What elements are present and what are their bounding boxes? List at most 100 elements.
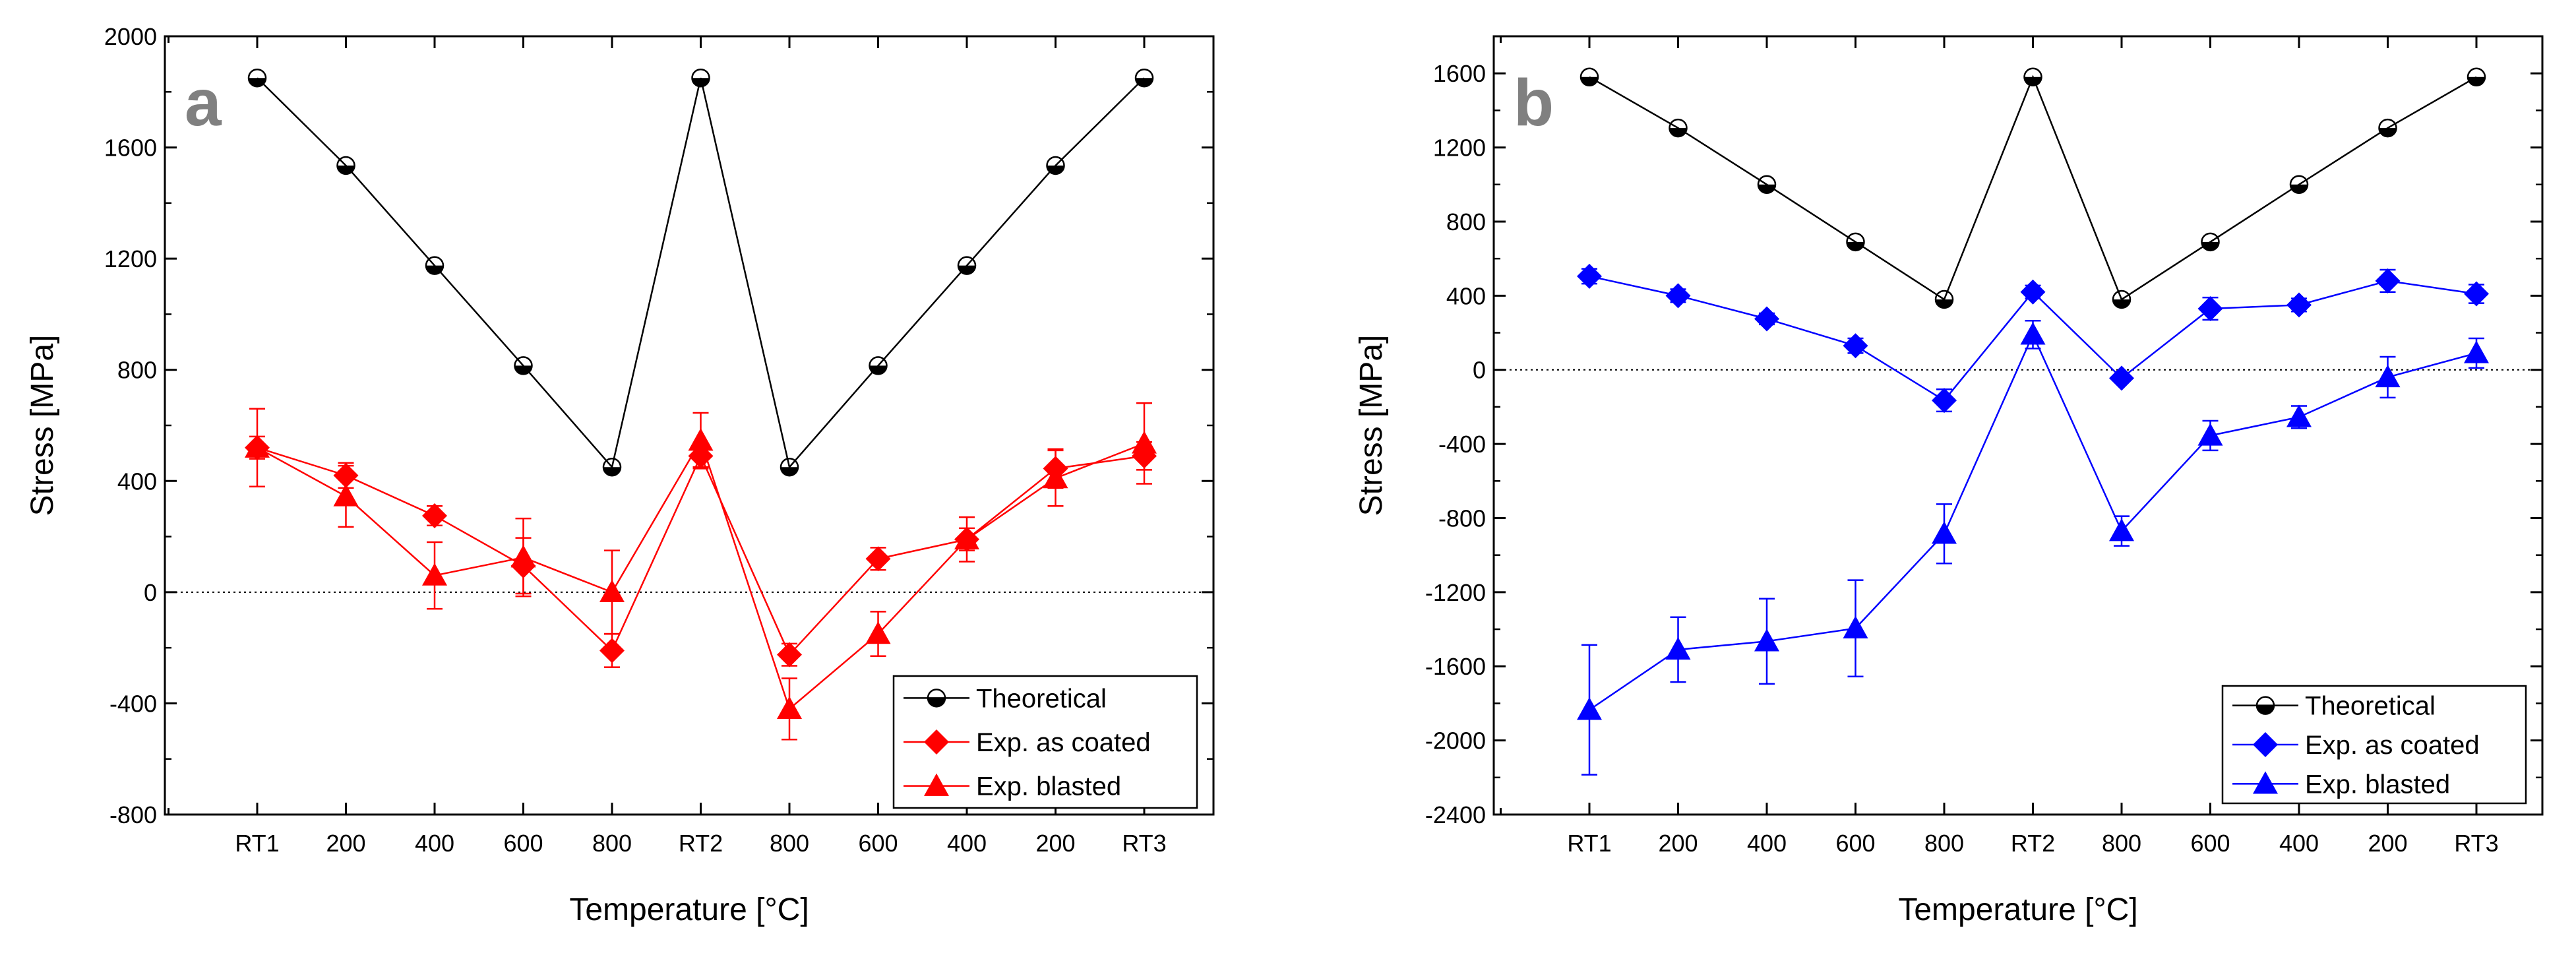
data-point-fill: [514, 365, 532, 375]
series-2: [1577, 263, 2489, 414]
data-point-fill: [2290, 184, 2308, 193]
data-point: [2020, 322, 2046, 345]
data-point-fill: [2024, 77, 2042, 86]
data-point: [691, 68, 710, 88]
x-tick-label: 400: [947, 830, 987, 857]
data-point: [1043, 466, 1068, 489]
x-tick-label: RT1: [235, 830, 279, 857]
data-point: [1665, 636, 1691, 660]
data-point: [869, 356, 888, 375]
data-point-fill: [603, 467, 621, 476]
data-point-fill: [1047, 165, 1064, 174]
data-point: [2109, 365, 2134, 391]
data-point: [1934, 290, 1954, 309]
data-point: [1132, 431, 1157, 454]
y-tick-label: 2000: [104, 23, 157, 50]
data-point-fill: [958, 265, 975, 274]
data-point: [422, 563, 447, 586]
data-point-fill: [2201, 241, 2219, 251]
data-point-fill: [1669, 128, 1687, 137]
data-point: [2464, 281, 2489, 307]
legend-marker: [2253, 771, 2278, 794]
y-tick-label: -1200: [1425, 579, 1486, 606]
x-tick-label: 200: [1035, 830, 1075, 857]
y-tick-label: -1600: [1425, 653, 1486, 680]
data-point: [865, 621, 891, 644]
legend-entry: Exp. as coated: [2305, 731, 2480, 760]
data-point-fill: [2379, 128, 2397, 137]
data-point: [599, 638, 625, 664]
y-axis-title: Stress [MPa]: [1354, 335, 1389, 516]
x-axis-title: Temperature [°C]: [1898, 892, 2137, 927]
data-point-fill: [1581, 77, 1598, 86]
y-tick-label: 400: [1446, 282, 1486, 309]
panel-label: b: [1514, 66, 1554, 140]
y-tick-label: 0: [1473, 357, 1486, 384]
data-point: [1932, 388, 1957, 414]
y-axis-title: Stress [MPa]: [25, 335, 60, 516]
data-point: [865, 546, 891, 572]
data-point-fill: [337, 165, 355, 174]
legend-entry: Exp. blasted: [2305, 770, 2450, 799]
data-point: [1577, 263, 1602, 289]
data-point: [2023, 67, 2042, 87]
data-point: [422, 503, 447, 528]
data-point: [2375, 364, 2401, 388]
x-tick-label: 400: [415, 830, 454, 857]
x-tick-label: 800: [770, 830, 809, 857]
chart-panel-a: -800 -400 0 400 800 1200 1600 2000 RT1 200 400 600 8…: [25, 23, 1215, 927]
data-point: [2197, 296, 2223, 321]
data-point: [2286, 292, 2312, 318]
x-tick-label: RT1: [1567, 830, 1611, 857]
x-tick-label: 800: [2102, 830, 2141, 857]
x-tick-label: 200: [1658, 830, 1698, 857]
data-point-fill: [1936, 299, 1953, 308]
data-point-fill: [1136, 78, 1153, 87]
data-point-fill: [249, 78, 266, 87]
legend-entry: Theoretical: [976, 684, 1107, 713]
x-tick-label: RT3: [1122, 830, 1166, 857]
data-point: [2197, 423, 2223, 446]
legend-marker-fill: [928, 698, 945, 707]
data-point: [514, 356, 533, 375]
legend-marker: [924, 729, 949, 755]
series-1: [1579, 67, 2486, 309]
data-point: [510, 545, 536, 568]
legend-marker: [927, 689, 946, 708]
series-3: [245, 402, 1157, 741]
y-tick-label: 800: [117, 357, 157, 384]
legend-entry: Exp. blasted: [976, 772, 1121, 801]
y-tick-label: 400: [117, 468, 157, 495]
x-tick-label: RT2: [2011, 830, 2055, 857]
y-tick-label: -800: [1438, 505, 1486, 532]
data-point: [247, 68, 267, 88]
data-point: [245, 435, 270, 458]
x-tick-label: 400: [1747, 830, 1787, 857]
data-point: [777, 696, 802, 720]
data-point: [1669, 118, 1688, 138]
legend-marker: [2253, 732, 2278, 757]
data-point: [957, 256, 977, 275]
data-point: [1846, 232, 1865, 252]
data-point: [602, 457, 622, 477]
legend: Theoretical Exp. as coated Exp. blasted: [892, 675, 1198, 809]
data-point: [1046, 156, 1065, 175]
x-tick-label: 800: [592, 830, 632, 857]
data-point: [425, 256, 445, 275]
data-point: [2375, 268, 2401, 293]
data-point-fill: [869, 365, 887, 375]
data-point: [1665, 283, 1691, 309]
data-point: [1843, 615, 1868, 638]
x-tick-label: RT2: [679, 830, 723, 857]
y-tick-label: 1200: [1433, 135, 1486, 162]
data-point: [780, 457, 799, 477]
data-point: [2109, 518, 2134, 541]
x-tick-label: 600: [503, 830, 543, 857]
x-tick-label: 600: [858, 830, 898, 857]
y-tick-label: -800: [109, 801, 157, 828]
x-axis-title: Temperature [°C]: [569, 892, 809, 927]
y-tick-label: -2400: [1425, 801, 1486, 828]
data-point-fill: [781, 467, 798, 476]
x-tick-label: 400: [2279, 830, 2319, 857]
